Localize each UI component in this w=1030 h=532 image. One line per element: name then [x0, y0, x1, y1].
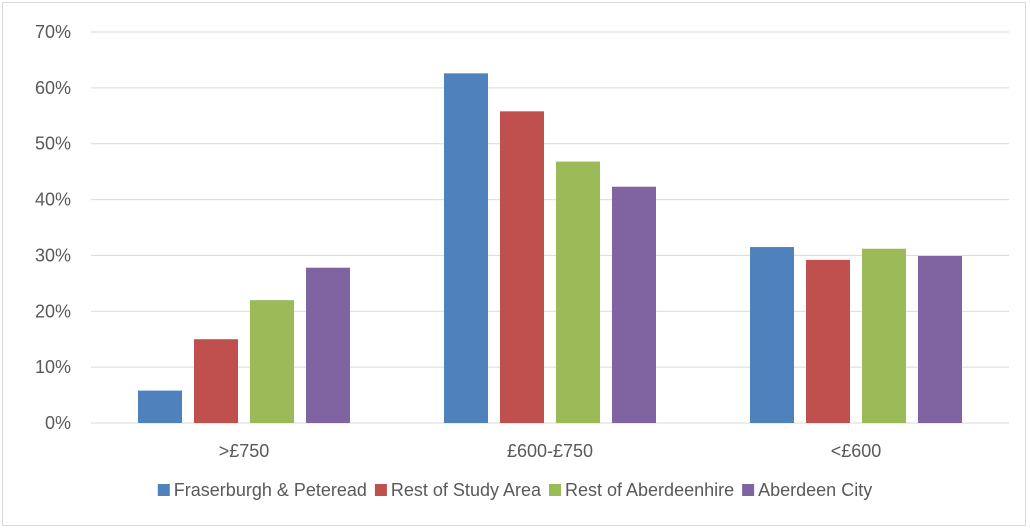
bar-rest-of-aberdeenhire-1 [556, 161, 600, 424]
legend-swatch [374, 484, 387, 496]
x-axis-tick-labels: >£750 £600-£750 <£600 [219, 441, 882, 461]
y-tick-label: 40% [35, 190, 71, 210]
legend-label: Rest of Aberdeenhire [565, 480, 734, 500]
y-tick-label: 0% [45, 413, 71, 433]
legend-item: Rest of Aberdeenhire [549, 480, 734, 500]
y-tick-label: 60% [35, 78, 71, 98]
bar-rest-of-aberdeenhire-0 [250, 300, 294, 423]
legend-swatch [742, 484, 755, 496]
y-tick-label: 10% [35, 357, 71, 377]
y-tick-label: 70% [35, 22, 71, 42]
legend-label: Fraserburgh & Peteread [174, 480, 367, 500]
legend-label: Rest of Study Area [391, 480, 542, 500]
legend-item: Fraserburgh & Peteread [157, 480, 367, 500]
y-axis-tick-labels: 0% 10% 20% 30% 40% 50% 60% 70% [35, 22, 71, 433]
gridlines [91, 31, 1009, 424]
x-tick-label: <£600 [831, 441, 882, 461]
bar-fraserburgh-peteread-2 [750, 247, 794, 423]
legend-label: Aberdeen City [758, 480, 872, 500]
bar-aberdeen-city-1 [612, 186, 656, 423]
bars [138, 73, 962, 424]
x-tick-label: £600-£750 [507, 441, 593, 461]
x-tick-label: >£750 [219, 441, 270, 461]
legend-item: Rest of Study Area [374, 480, 542, 500]
y-tick-label: 30% [35, 245, 71, 265]
legend: Fraserburgh & Peteread Rest of Study Area… [157, 480, 872, 500]
bar-fraserburgh-peteread-0 [138, 390, 182, 423]
bar-aberdeen-city-2 [918, 255, 962, 423]
y-tick-label: 20% [35, 301, 71, 321]
legend-swatch [549, 484, 561, 496]
legend-swatch [157, 484, 170, 496]
legend-item: Aberdeen City [742, 480, 872, 500]
bar-rest-of-study-area-1 [500, 111, 544, 424]
bar-fraserburgh-peteread-1 [444, 73, 488, 423]
y-tick-label: 50% [35, 134, 71, 154]
bar-rest-of-aberdeenhire-2 [862, 248, 906, 423]
bar-chart: 0% 10% 20% 30% 40% 50% 60% 70% >£750 £600-£750 <£… [35, 22, 1009, 500]
chart-container: 0% 10% 20% 30% 40% 50% 60% 70% >£750 £600-£750 <£… [2, 2, 1026, 526]
bar-rest-of-study-area-0 [194, 339, 238, 423]
bar-aberdeen-city-0 [306, 267, 350, 423]
bar-rest-of-study-area-2 [806, 259, 850, 423]
